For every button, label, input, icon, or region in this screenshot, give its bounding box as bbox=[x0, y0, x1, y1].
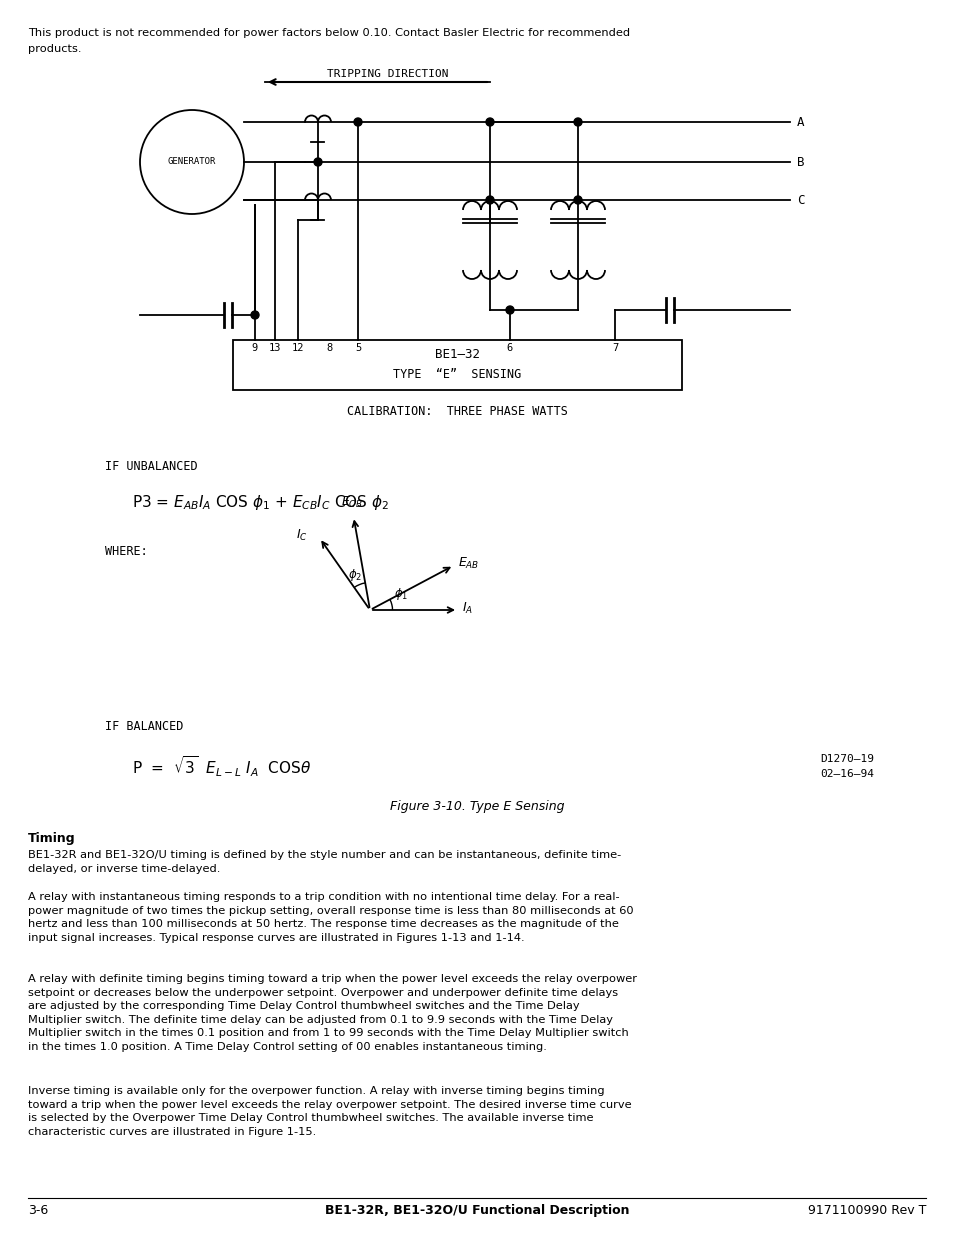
Circle shape bbox=[485, 119, 494, 126]
Bar bbox=[233, 340, 681, 390]
Text: BE1-32R and BE1-32O/U timing is defined by the style number and can be instantan: BE1-32R and BE1-32O/U timing is defined … bbox=[28, 850, 620, 873]
Circle shape bbox=[505, 306, 514, 314]
Text: P  =  $\sqrt{3}$  $E_{L-L}$ $I_A$  COS$\theta$: P = $\sqrt{3}$ $E_{L-L}$ $I_A$ COS$\thet… bbox=[132, 755, 311, 778]
Text: $E_{AB}$: $E_{AB}$ bbox=[457, 556, 478, 571]
Circle shape bbox=[574, 119, 581, 126]
Circle shape bbox=[485, 196, 494, 204]
Text: GENERATOR: GENERATOR bbox=[168, 158, 216, 167]
Text: A relay with definite timing begins timing toward a trip when the power level ex: A relay with definite timing begins timi… bbox=[28, 974, 637, 1052]
Text: $\phi_2$: $\phi_2$ bbox=[348, 567, 362, 583]
Text: P3 = $E_{AB}$$I_A$ COS $\phi_1$ + $E_{CB}$$I_C$ COS $\phi_2$: P3 = $E_{AB}$$I_A$ COS $\phi_1$ + $E_{CB… bbox=[132, 493, 389, 513]
Text: 9: 9 bbox=[252, 343, 258, 353]
Text: IF UNBALANCED: IF UNBALANCED bbox=[105, 459, 197, 473]
Text: CALIBRATION:  THREE PHASE WATTS: CALIBRATION: THREE PHASE WATTS bbox=[347, 405, 567, 417]
Text: A relay with instantaneous timing responds to a trip condition with no intention: A relay with instantaneous timing respon… bbox=[28, 892, 633, 942]
Text: C: C bbox=[796, 194, 803, 206]
Text: 8: 8 bbox=[327, 343, 333, 353]
Circle shape bbox=[574, 196, 581, 204]
Text: 02–16–94: 02–16–94 bbox=[820, 769, 873, 779]
Text: $I_A$: $I_A$ bbox=[461, 600, 473, 615]
Text: Inverse timing is available only for the overpower function. A relay with invers: Inverse timing is available only for the… bbox=[28, 1086, 631, 1136]
Text: IF BALANCED: IF BALANCED bbox=[105, 720, 183, 734]
Text: 5: 5 bbox=[355, 343, 361, 353]
Text: products.: products. bbox=[28, 44, 81, 54]
Text: $I_C$: $I_C$ bbox=[295, 529, 307, 543]
Text: 3-6: 3-6 bbox=[28, 1204, 49, 1216]
Text: Timing: Timing bbox=[28, 832, 75, 845]
Circle shape bbox=[314, 158, 322, 165]
Text: D1270–19: D1270–19 bbox=[820, 755, 873, 764]
Text: This product is not recommended for power factors below 0.10. Contact Basler Ele: This product is not recommended for powe… bbox=[28, 28, 630, 38]
Text: Figure 3-10. Type E Sensing: Figure 3-10. Type E Sensing bbox=[390, 800, 563, 813]
Text: A: A bbox=[796, 116, 803, 128]
Text: 13: 13 bbox=[269, 343, 281, 353]
Text: 12: 12 bbox=[292, 343, 304, 353]
Circle shape bbox=[251, 311, 258, 319]
Circle shape bbox=[354, 119, 361, 126]
Text: TYPE  “E”  SENSING: TYPE “E” SENSING bbox=[393, 368, 521, 382]
Text: WHERE:: WHERE: bbox=[105, 545, 148, 558]
Text: B: B bbox=[796, 156, 803, 168]
Text: $E_{CB}$: $E_{CB}$ bbox=[340, 495, 362, 510]
Text: 6: 6 bbox=[506, 343, 513, 353]
Text: BE1–32: BE1–32 bbox=[435, 348, 479, 362]
Text: $\phi_1$: $\phi_1$ bbox=[394, 585, 408, 601]
Text: TRIPPING DIRECTION: TRIPPING DIRECTION bbox=[327, 69, 448, 79]
Text: BE1-32R, BE1-32O/U Functional Description: BE1-32R, BE1-32O/U Functional Descriptio… bbox=[324, 1204, 629, 1216]
Text: 7: 7 bbox=[611, 343, 618, 353]
Text: 9171100990 Rev T: 9171100990 Rev T bbox=[807, 1204, 925, 1216]
